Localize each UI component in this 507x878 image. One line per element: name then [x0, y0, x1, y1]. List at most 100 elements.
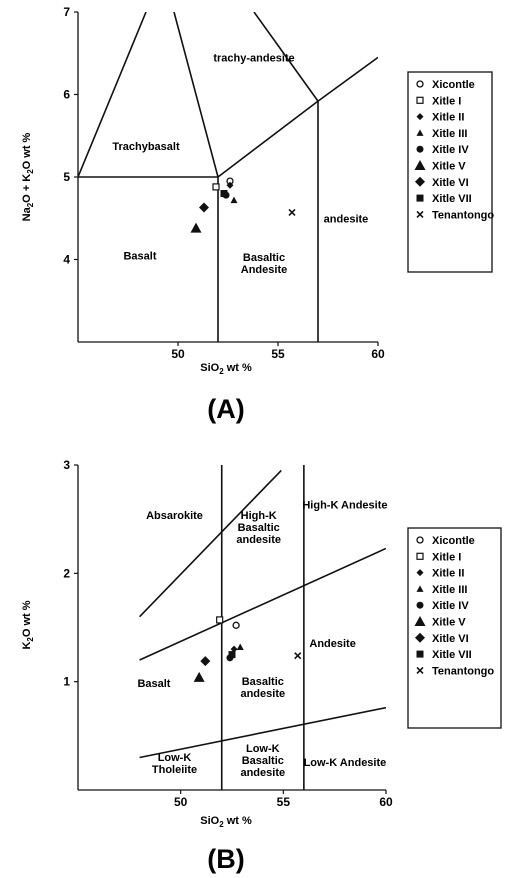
legend-label: Xitle I: [432, 551, 461, 563]
legend-label: Xitle III: [432, 128, 467, 140]
field-label: Basalt: [123, 251, 156, 263]
legend-label: Xitle V: [432, 161, 466, 173]
marker-shape: [416, 666, 424, 674]
marker-shape: [190, 222, 202, 233]
y-tick-label: 5: [63, 170, 70, 184]
marker-shape: [220, 190, 228, 197]
legend-entry: Tenantongo: [416, 209, 494, 221]
marker-shape: [416, 113, 424, 121]
marker-shape: [193, 671, 205, 682]
legend-box: [407, 527, 502, 729]
x-axis-label: SiO2 wt %: [200, 362, 252, 376]
legend-label: Xitle IV: [432, 144, 469, 156]
legend-label: Xitle VI: [432, 633, 469, 645]
marker-shape: [288, 208, 296, 217]
legend-marker: [414, 616, 426, 626]
field-label: Low-K Basaltic andesite: [240, 743, 285, 779]
marker-shape: [416, 585, 424, 592]
legend-marker: [416, 552, 424, 560]
x-tick-label: 50: [174, 795, 188, 809]
legend-label: Xitle VII: [432, 649, 472, 661]
field-label: High-K Andesite: [302, 499, 387, 511]
data-points: [193, 616, 302, 682]
legend-entry: Xitle IV: [416, 144, 469, 156]
legend-marker: [415, 632, 425, 643]
legend-marker: [416, 145, 424, 153]
legend-marker: [416, 129, 424, 136]
marker-shape: [416, 129, 424, 136]
legend-label: Xicontle: [432, 79, 475, 91]
chart-panel-b: 50 55 60 1 2 3 Absarokite High-K Basaltic andesit…: [21, 458, 502, 874]
x-tick-label: 60: [379, 795, 393, 809]
y-axis-label: K2O wt %: [21, 600, 35, 649]
data-point: [236, 643, 244, 650]
y-tick-label: 3: [63, 458, 70, 472]
marker-shape: [226, 181, 234, 189]
y-tick-label: 6: [63, 88, 70, 102]
data-point: [199, 202, 209, 213]
boundary-line: [173, 12, 219, 178]
x-tick-label: 55: [271, 347, 285, 361]
marker-shape: [236, 643, 244, 650]
legend-marker: [416, 113, 424, 121]
marker-shape: [414, 160, 426, 170]
y-tick-label: 2: [63, 566, 70, 580]
legend-label: Xicontle: [432, 535, 475, 547]
field-label: Low-K Andesite: [304, 757, 387, 769]
legend-entry: Xitle VII: [416, 649, 472, 661]
marker-shape: [416, 96, 424, 104]
legend-entry: Xitle VI: [415, 632, 469, 645]
legend-entry: Xitle III: [416, 128, 467, 140]
legend: Xicontle Xitle I Xitle II Xitle III Xitle IV…: [407, 527, 502, 729]
marker-shape: [216, 616, 224, 624]
marker-shape: [232, 621, 240, 629]
legend-entry: Xitle V: [414, 160, 466, 173]
field-label: Basaltic Andesite: [241, 252, 287, 276]
legend-entry: Xitle II: [416, 112, 464, 124]
marker-shape: [416, 210, 424, 218]
marker-shape: [199, 202, 209, 213]
legend-entry: Xitle I: [416, 95, 461, 107]
panel-label: (B): [207, 844, 244, 874]
data-point: [200, 656, 211, 667]
field-label: Absarokite: [146, 510, 203, 522]
boundary-line: [253, 12, 319, 102]
x-tick-label: 55: [277, 795, 291, 809]
field-label: trachy-andesite: [213, 53, 294, 65]
legend-marker: [416, 96, 424, 104]
data-point: [216, 616, 224, 624]
field-label: Trachybasalt: [112, 141, 180, 153]
y-tick-label: 7: [63, 5, 70, 19]
legend-label: Xitle III: [432, 584, 467, 596]
legend-label: Xitle I: [432, 95, 461, 107]
boundary-line: [139, 706, 386, 759]
data-point: [230, 196, 238, 204]
legend-entry: Xitle II: [416, 568, 464, 580]
legend-marker: [416, 210, 424, 218]
data-point: [230, 645, 238, 653]
legend-marker: [416, 666, 424, 674]
x-axis-label: SiO2 wt %: [200, 815, 252, 829]
legend: Xicontle Xitle I Xitle II Xitle III Xitle IV…: [407, 71, 494, 273]
legend-label: Tenantongo: [432, 209, 494, 221]
legend-marker: [416, 569, 424, 577]
legend-label: Xitle VI: [432, 177, 469, 189]
marker-shape: [294, 652, 302, 660]
marker-shape: [416, 536, 424, 544]
marker-shape: [212, 183, 220, 191]
legend-label: Xitle II: [432, 568, 464, 580]
legend-marker: [416, 536, 424, 544]
legend-marker: [414, 160, 426, 170]
field-label: andesite: [324, 213, 369, 225]
classification-boundaries: [139, 465, 386, 790]
data-point: [232, 621, 240, 629]
marker-shape: [416, 650, 424, 658]
chart-panel-a: 50 55 60 4 5 6 7 trachy-andesite Trachybasalt Bas…: [21, 5, 494, 424]
legend-box: [407, 71, 493, 273]
x-tick-label: 60: [371, 347, 385, 361]
marker-shape: [228, 651, 236, 659]
legend-entry: Xitle V: [414, 616, 466, 629]
data-point: [212, 183, 220, 191]
legend-marker: [416, 650, 424, 658]
